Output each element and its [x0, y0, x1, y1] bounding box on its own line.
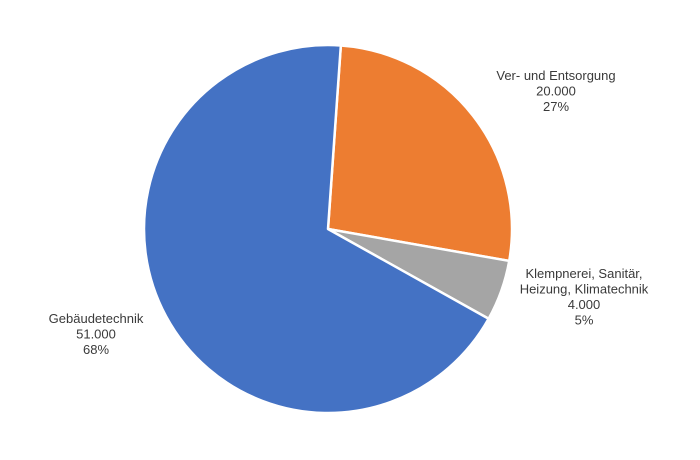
slice-value-1: 4.000 — [568, 297, 601, 312]
slice-percent-1: 5% — [575, 313, 594, 328]
slice-label-2-line-0: Gebäudetechnik — [49, 311, 144, 326]
slice-percent-2: 68% — [83, 342, 109, 357]
slice-value-2: 51.000 — [76, 327, 116, 342]
slice-labels: Ver- und Entsorgung 20.000 27% Klempnerei, … — [49, 68, 649, 357]
pie-slice-2 — [142, 43, 490, 415]
slice-label-1: Klempnerei, Sanitär, Heizung, Klimatechni… — [520, 266, 649, 328]
slice-label-0: Ver- und Entsorgung 20.000 27% — [496, 68, 615, 114]
slice-label-2: Gebäudetechnik 51.000 68% — [49, 311, 144, 357]
slice-value-0: 20.000 — [536, 84, 576, 99]
slice-label-1-line-0: Klempnerei, Sanitär, — [525, 266, 642, 281]
pie-slices — [142, 43, 514, 415]
slice-label-1-line-1: Heizung, Klimatechnik — [520, 282, 649, 297]
slice-label-0-line-0: Ver- und Entsorgung — [496, 68, 615, 83]
pie-slice-0 — [326, 44, 514, 263]
slice-percent-0: 27% — [543, 99, 569, 114]
